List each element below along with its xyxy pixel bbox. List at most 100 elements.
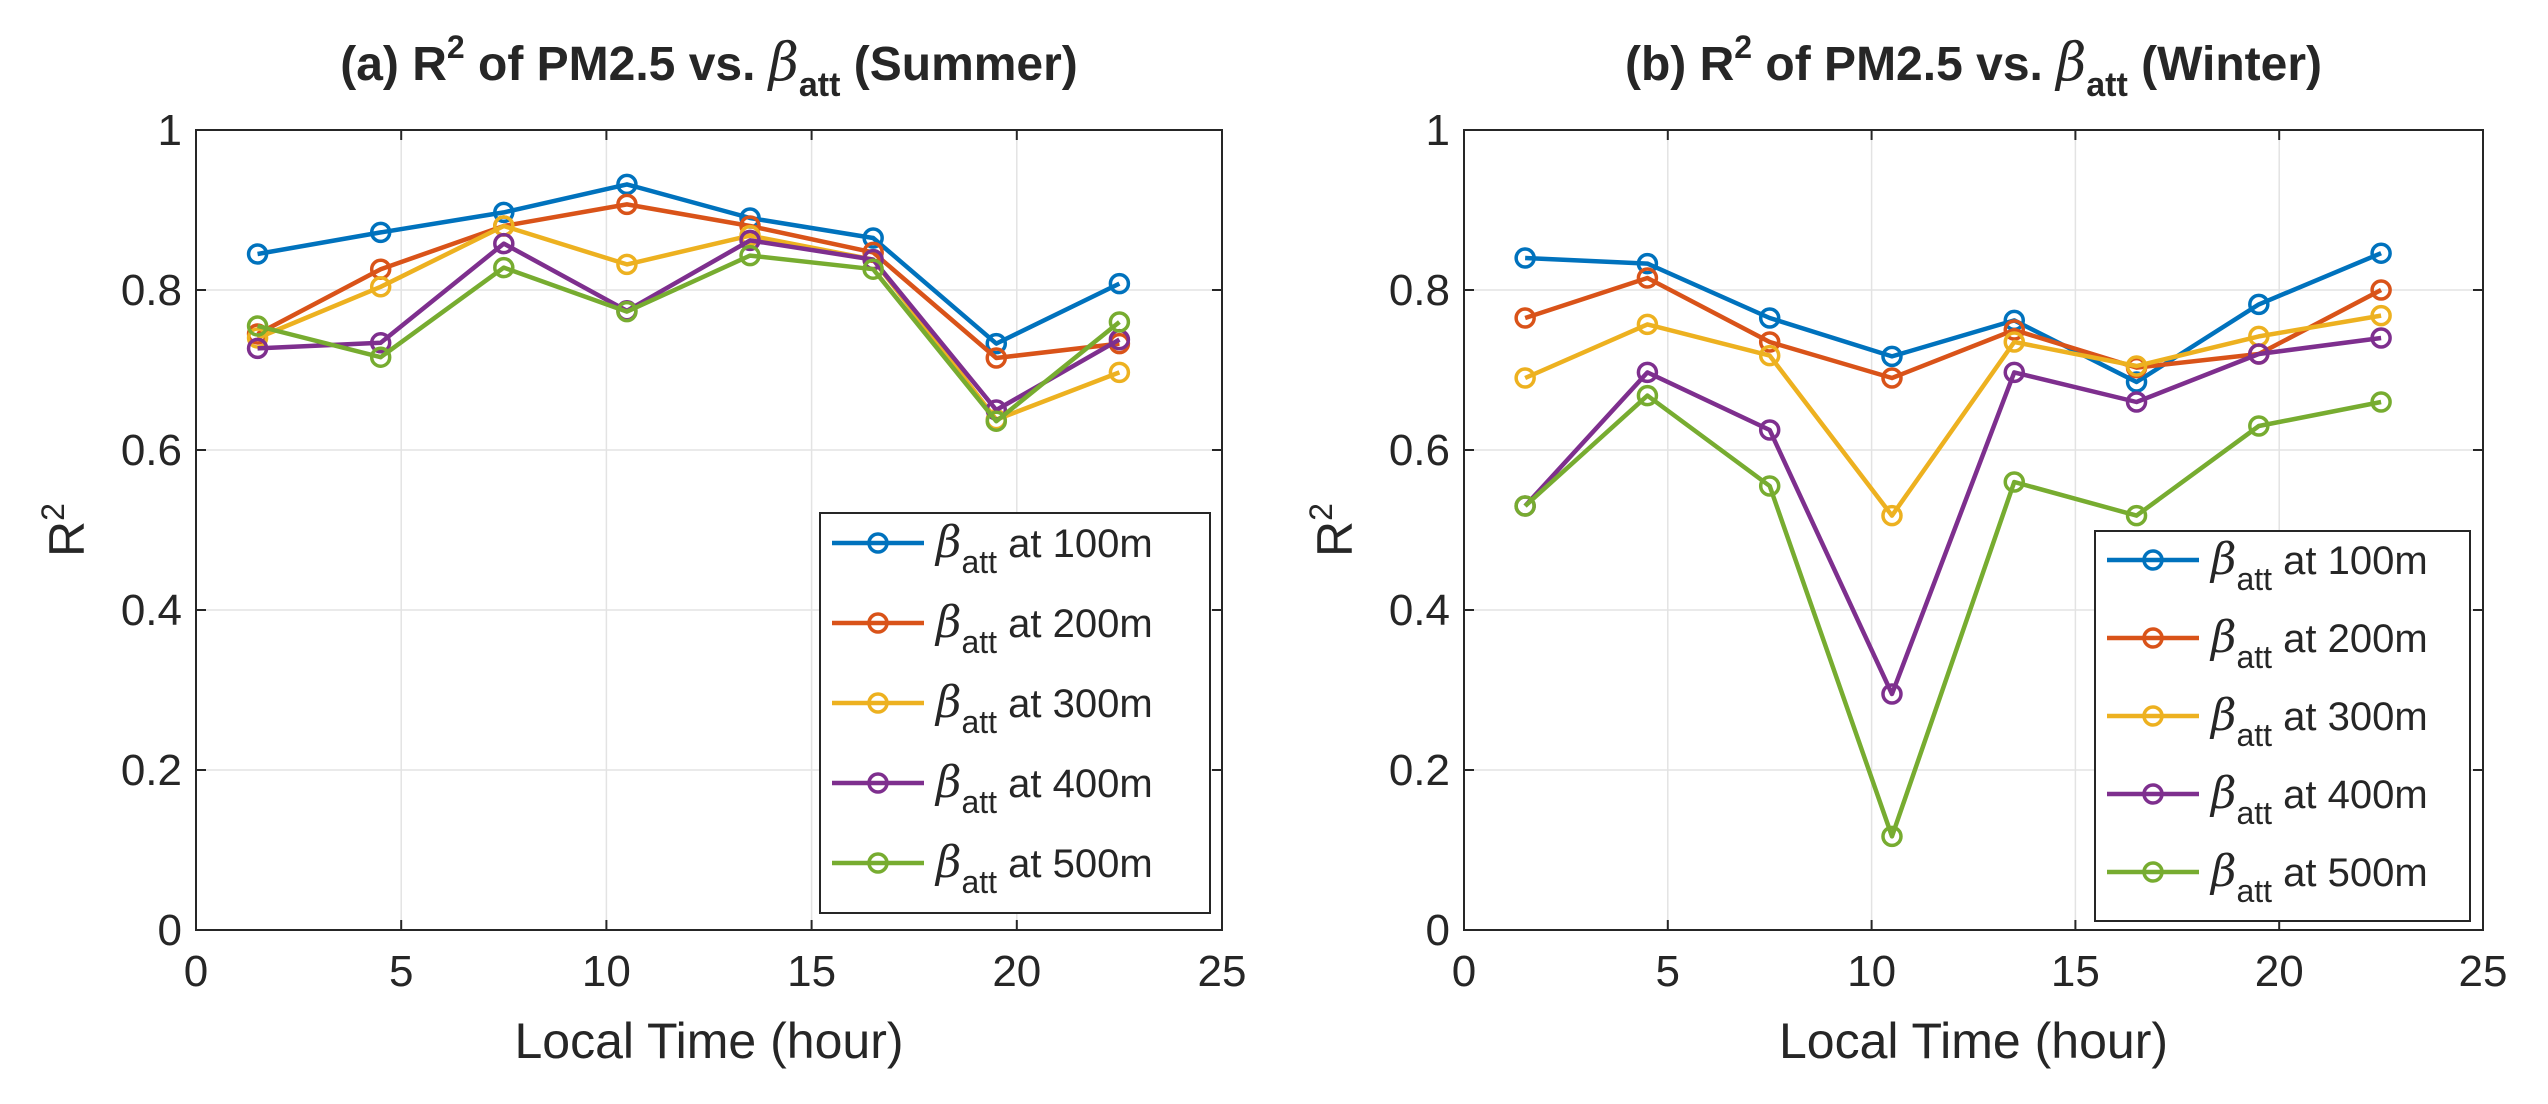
title-mid: of PM2.5 vs. — [1752, 38, 2056, 91]
legend-text: at 500m — [2272, 851, 2428, 895]
y-tick-label: 0.4 — [121, 586, 182, 635]
axes-box — [195, 129, 1223, 931]
data-point — [2248, 293, 2270, 316]
legend-marker — [867, 532, 889, 554]
legend-marker — [2142, 705, 2164, 727]
x-axis-label: Local Time (hour) — [1779, 1013, 2168, 1069]
legend-label: βatt at 200m — [934, 597, 1153, 660]
y-tick-label: 0.8 — [121, 266, 182, 315]
legend-label: βatt at 100m — [934, 517, 1153, 580]
data-point — [985, 332, 1008, 355]
series-line — [257, 253, 1121, 424]
series-line — [256, 202, 1120, 361]
data-point — [1881, 683, 1903, 705]
title-suffix: (Summer) — [840, 38, 1077, 91]
y-tick-label: 0 — [1426, 906, 1450, 955]
data-point — [1636, 252, 1659, 275]
data-point — [616, 173, 638, 196]
data-point — [1636, 361, 1659, 384]
data-point — [246, 315, 269, 337]
legend-entry: βatt at 400m — [2107, 768, 2428, 831]
data-point — [2125, 371, 2148, 393]
x-tick-label: 5 — [389, 947, 413, 996]
data-point — [1636, 313, 1659, 336]
legend-label: βatt at 300m — [934, 677, 1153, 740]
x-tick-label: 20 — [992, 947, 1041, 996]
y-axis-label-text: R — [1307, 521, 1363, 557]
legend-sub: att — [2236, 561, 2272, 597]
title-sub: att — [799, 66, 841, 104]
legend-entry: βatt at 500m — [2107, 846, 2428, 909]
legend-entry: βatt at 400m — [832, 757, 1153, 820]
series-1 — [246, 173, 1131, 355]
legend-entry: βatt at 100m — [832, 517, 1153, 580]
data-point — [2125, 355, 2148, 377]
data-point — [369, 276, 392, 298]
data-point — [2248, 343, 2270, 365]
y-tick-label: 0.6 — [1389, 426, 1450, 475]
legend-marker — [2142, 861, 2164, 883]
legend-entry: βatt at 300m — [832, 677, 1153, 740]
legend-entry: βatt at 500m — [832, 837, 1153, 900]
data-point — [1758, 475, 1781, 497]
x-tick-label: 10 — [582, 947, 631, 996]
data-point — [2125, 504, 2148, 527]
data-point — [739, 229, 761, 252]
legend-entry: βatt at 100m — [2107, 534, 2428, 597]
legend-box — [2094, 530, 2471, 922]
data-point — [2003, 471, 2026, 493]
data-point — [1108, 272, 1131, 295]
data-point — [2248, 415, 2270, 437]
data-point — [2125, 391, 2148, 413]
chart-a-summer: 0 5 10 15 20 25 0 0.2 0.4 0.6 0.8 1 Local Time (hour… — [35, 29, 1246, 1069]
data-point — [493, 201, 515, 224]
data-point — [2370, 304, 2392, 327]
data-point — [493, 232, 515, 255]
x-tick-label: 25 — [2459, 947, 2508, 996]
legend-text: at 300m — [2272, 695, 2428, 739]
chart-title: (a) R2 of PM2.5 vs. βatt (Summer) — [340, 29, 1078, 104]
x-tick-label: 20 — [2255, 947, 2304, 996]
legend-text: at 200m — [997, 602, 1153, 646]
legend-greek: β — [934, 837, 961, 888]
y-tick-label: 1 — [1426, 106, 1450, 155]
y-axis-label-sup: 2 — [1303, 503, 1339, 521]
data-point — [1881, 825, 1903, 848]
y-axis-label: R2 — [1303, 503, 1363, 557]
legend-entry: βatt at 300m — [2107, 690, 2428, 753]
title-prefix: (b) R — [1625, 38, 1734, 91]
chart-title: (b) R2 of PM2.5 vs. βatt (Winter) — [1625, 29, 2322, 104]
data-point — [1636, 384, 1659, 407]
data-point — [985, 410, 1008, 432]
legend-marker — [867, 692, 889, 714]
series-line — [257, 238, 1121, 413]
data-point — [369, 346, 392, 368]
legend-sub: att — [2236, 639, 2272, 675]
legend-text: at 400m — [2272, 773, 2428, 817]
y-tick-label: 0.2 — [121, 746, 182, 795]
y-axis-label-text: R — [39, 521, 95, 557]
legend-text: at 200m — [2272, 617, 2428, 661]
x-tick-label: 15 — [2051, 947, 2100, 996]
series-1 — [1514, 242, 2392, 393]
series-line — [257, 182, 1121, 346]
data-point — [1514, 247, 1536, 269]
legend-greek: β — [2209, 846, 2236, 897]
legend-text: at 400m — [997, 762, 1153, 806]
series-line — [1524, 275, 2383, 381]
series-3 — [1514, 304, 2392, 527]
title-sup: 2 — [1734, 29, 1752, 65]
y-axis-label-sup: 2 — [35, 503, 71, 521]
legend-box — [819, 512, 1211, 914]
series-5 — [246, 244, 1131, 432]
legend-sub: att — [961, 784, 997, 820]
data-point — [1758, 419, 1781, 441]
legend-greek: β — [2209, 690, 2236, 741]
x-tick-label: 5 — [1656, 947, 1680, 996]
legend-marker — [2142, 549, 2164, 571]
legend-label: βatt at 400m — [934, 757, 1153, 820]
legend-sub: att — [961, 624, 997, 660]
y-tick-label: 0.2 — [1389, 746, 1450, 795]
legend-entry: βatt at 200m — [2107, 612, 2428, 675]
legend-label: βatt at 400m — [2209, 768, 2428, 831]
